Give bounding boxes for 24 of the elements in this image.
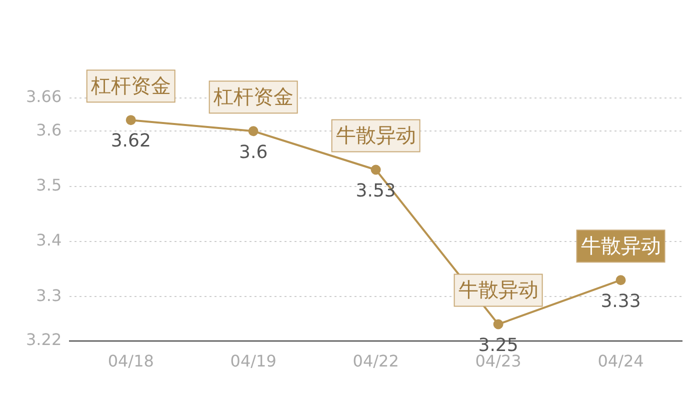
annotation: 杠杆资金 — [90, 73, 171, 98]
y-tick-label: 3.6 — [36, 120, 62, 140]
annotation: 杠杆资金 — [212, 84, 294, 108]
point — [370, 164, 381, 175]
data-label: 3.6 — [239, 142, 268, 163]
point — [493, 319, 504, 330]
annotation: 牛散异动 — [580, 233, 661, 258]
x-tick-label: 04/19 — [230, 352, 276, 371]
x-tick-label: 04/24 — [598, 352, 644, 371]
data-label: 3.53 — [356, 180, 396, 202]
data-label: 3.62 — [110, 130, 151, 152]
point — [616, 275, 626, 286]
y-tick-label: 3.22 — [26, 330, 62, 349]
y-tick-label: 3.66 — [26, 87, 62, 106]
data-label: 3.33 — [600, 290, 641, 312]
point — [248, 126, 258, 136]
y-tick-label: 3.3 — [36, 286, 62, 305]
x-tick-label: 04/22 — [352, 352, 399, 371]
annotation: 牛散异动 — [458, 277, 538, 302]
annotation: 牛散异动 — [336, 122, 416, 147]
point — [126, 115, 136, 126]
y-tick-label: 3.5 — [36, 175, 62, 194]
x-tick-label: 04/18 — [108, 352, 154, 371]
y-tick-label: 3.4 — [36, 230, 62, 250]
